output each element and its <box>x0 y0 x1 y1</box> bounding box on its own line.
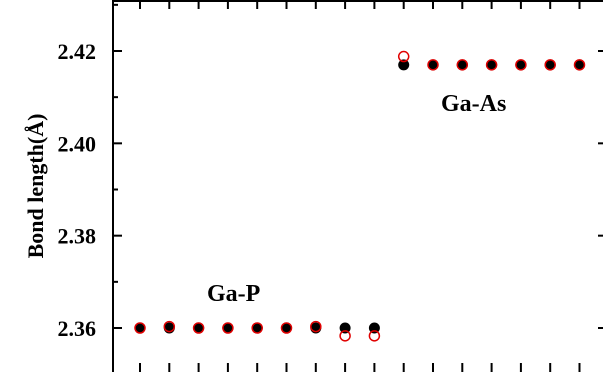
filled-point <box>368 322 380 334</box>
open-point <box>515 59 527 71</box>
plot-frame <box>112 0 603 372</box>
series-filled-points <box>134 59 585 334</box>
open-point <box>456 59 469 71</box>
y-tick-label: 2.40 <box>58 131 97 156</box>
open-point <box>134 322 146 334</box>
filled-point <box>515 59 527 71</box>
open-point <box>427 59 439 71</box>
right-ticks <box>598 50 603 329</box>
open-point <box>222 322 234 334</box>
y-tick-label: 2.42 <box>58 39 97 64</box>
y-ticks <box>113 3 122 329</box>
filled-point <box>193 322 205 334</box>
open-point <box>368 330 381 342</box>
open-point <box>397 50 410 63</box>
series-open-points <box>134 50 586 342</box>
filled-point <box>251 322 263 334</box>
filled-point <box>456 59 468 71</box>
open-point <box>280 322 293 334</box>
y-axis-title: Bond length(Å) <box>23 114 48 259</box>
open-point <box>163 320 176 333</box>
filled-point <box>339 322 351 334</box>
filled-point <box>574 59 585 71</box>
filled-point <box>281 322 292 334</box>
open-point <box>544 59 556 71</box>
annotation-ga-as: Ga-As <box>441 91 506 117</box>
x-ticks <box>139 1 581 372</box>
filled-point <box>544 59 556 71</box>
open-point <box>485 59 498 71</box>
annotation-ga-p: Ga-P <box>207 281 260 307</box>
filled-point <box>427 59 439 71</box>
open-point <box>251 322 263 334</box>
filled-point <box>222 322 234 334</box>
y-tick-labels: 2.36 2.38 2.40 2.42 <box>58 39 97 341</box>
open-point <box>573 59 586 71</box>
open-point <box>310 320 322 333</box>
filled-point <box>486 59 498 71</box>
filled-point <box>398 59 410 71</box>
y-tick-label: 2.36 <box>58 316 97 341</box>
y-tick-label: 2.38 <box>58 224 97 249</box>
filled-point <box>134 322 146 334</box>
open-point <box>339 330 351 342</box>
open-point <box>192 322 205 334</box>
